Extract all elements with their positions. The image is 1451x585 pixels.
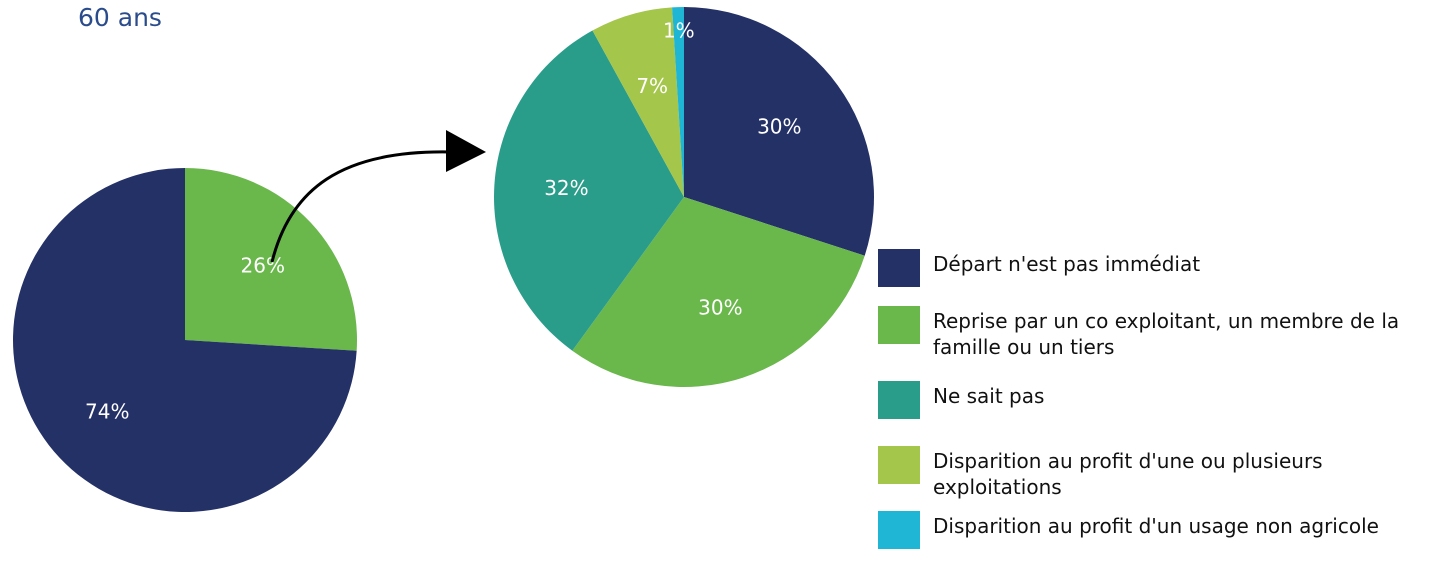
- data-label: 30%: [757, 114, 801, 138]
- data-label: 74%: [85, 400, 129, 424]
- legend-label: Reprise par un co exploitant, un membre …: [933, 309, 1400, 359]
- pie-slice: [572, 197, 865, 388]
- pie-slice: [493, 30, 684, 351]
- chart-title: 60 ans: [78, 3, 162, 32]
- data-label: 1%: [663, 18, 695, 42]
- legend-swatch: [878, 511, 920, 549]
- arrow: [270, 150, 451, 263]
- legend-label: Ne sait pas: [933, 384, 1045, 408]
- legend-label: Départ n'est pas immédiat: [933, 252, 1201, 276]
- pie-slice: [592, 7, 684, 197]
- pie-slice: [684, 7, 874, 256]
- legend-label: Disparition au profit d'un usage non agr…: [933, 514, 1379, 538]
- legend-swatch: [878, 446, 920, 484]
- pie-slice: [672, 7, 684, 197]
- data-label: 7%: [636, 74, 668, 98]
- data-label: 30%: [698, 296, 742, 320]
- legend-label: Disparition au profit d'une ou plusieurs…: [933, 449, 1323, 499]
- pie-slice: [12, 168, 357, 512]
- data-label: 26%: [241, 253, 285, 277]
- legend-swatch: [878, 381, 920, 419]
- pie-slice: [185, 168, 357, 351]
- legend-swatch: [878, 249, 920, 287]
- pies: 26% 74% 30% 30% 32% 7% 1%: [12, 7, 874, 512]
- arrow-head: [446, 130, 486, 172]
- legend-swatch: [878, 306, 920, 344]
- data-label: 32%: [544, 176, 588, 200]
